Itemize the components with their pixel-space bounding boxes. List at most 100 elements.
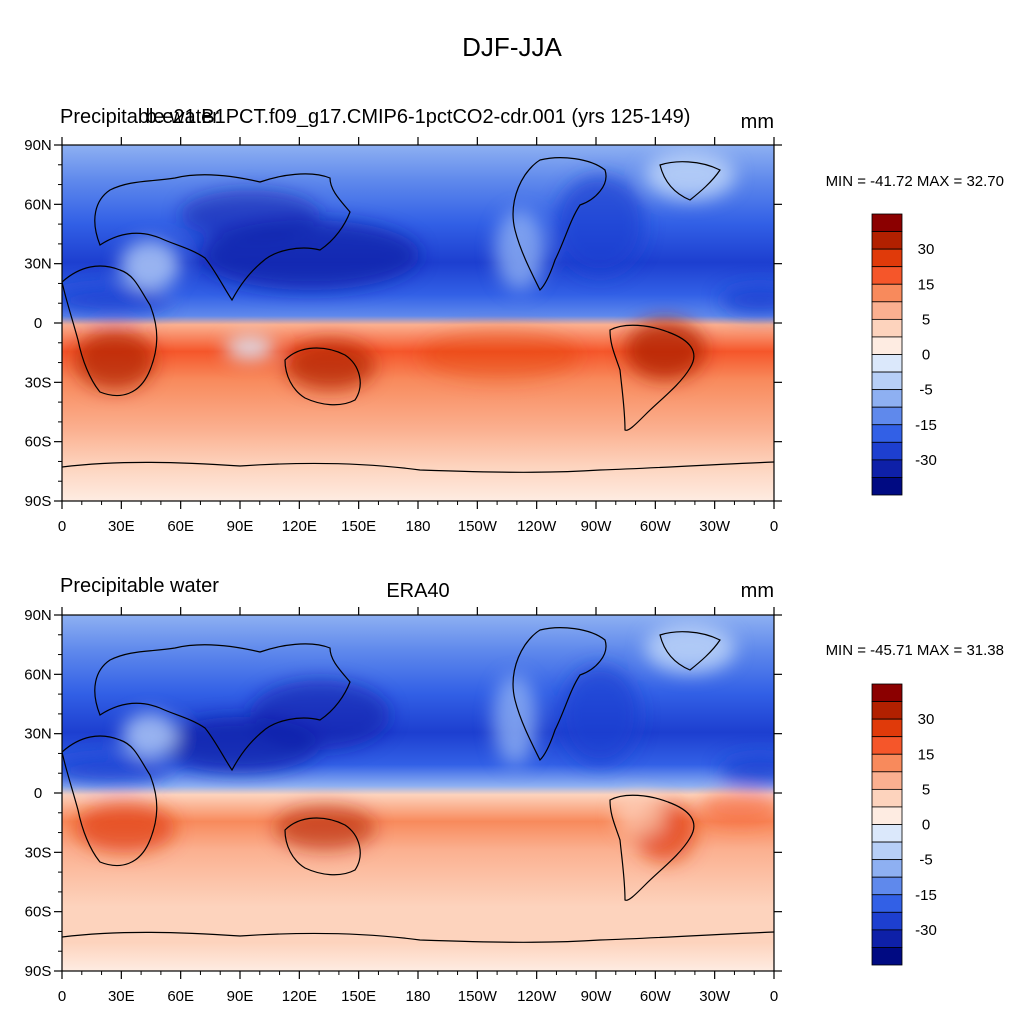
panel-top-field [62, 145, 774, 501]
y-tick-label: 60S [25, 434, 52, 451]
x-tick-label: 120W [517, 988, 557, 1005]
x-tick-label: 60W [640, 518, 672, 535]
x-tick-label: 120W [517, 518, 557, 535]
colorbar-box [871, 701, 903, 720]
colorbar-box [871, 894, 903, 913]
x-tick-label: 120E [282, 518, 317, 535]
colorbar-box [871, 947, 903, 966]
panel-top: Precipitable water b.e21.B1PCT.f09_g17.C… [24, 106, 1004, 535]
panel-bottom-coastlines [62, 627, 774, 943]
panel-top-axes: 0 30E 60E 90E 120E 150E 180 150W 120W 90W 60W 30W 09… [24, 137, 782, 535]
panel-bottom-left-title: Precipitable water [60, 575, 219, 597]
colorbar-box [871, 283, 903, 303]
x-tick-label: 0 [58, 518, 66, 535]
colorbar-box [871, 841, 903, 861]
y-tick-label: 30N [24, 726, 52, 743]
colorbar-box [871, 406, 903, 426]
colorbar-box [871, 459, 903, 478]
x-tick-label: 0 [770, 988, 778, 1005]
colorbar-box [871, 389, 903, 408]
panel-bottom-axes: 0 30E 60E 90E 120E 150E 180 150W 120W 90W 60W 30W 09… [24, 607, 782, 1005]
x-tick-label: 120E [282, 988, 317, 1005]
panel-top-center-title: b.e21.B1PCT.f09_g17.CMIP6-1pctCO2-cdr.00… [146, 106, 691, 128]
panel-bottom-colorbar: 30 15 5 0 -5 -15 -30 [871, 683, 937, 966]
panel-bottom: Precipitable water ERA40 mm [24, 575, 1004, 1005]
colorbar-label: -15 [915, 887, 937, 904]
y-tick-label: 30N [24, 256, 52, 273]
panel-top-stats: MIN = -41.72 MAX = 32.70 [826, 173, 1004, 190]
colorbar-box [871, 929, 903, 948]
panel-bottom-units: mm [741, 580, 774, 602]
colorbar-label: -5 [919, 852, 932, 869]
colorbar-label: 0 [922, 347, 930, 364]
colorbar-box [871, 683, 903, 702]
panel-top-colorbar: 30 15 5 0 -5 -15 -30 [871, 213, 937, 496]
colorbar-box [871, 213, 903, 232]
colorbar-box [871, 753, 903, 773]
colorbar-box [871, 824, 903, 843]
y-tick-label: 90N [24, 137, 52, 154]
colorbar-label: 30 [918, 711, 935, 728]
x-tick-label: 180 [405, 518, 430, 535]
colorbar-box [871, 806, 903, 825]
colorbar-box [871, 718, 903, 738]
colorbar-box [871, 859, 903, 878]
x-tick-label: 90W [581, 518, 613, 535]
colorbar-box [871, 354, 903, 373]
y-tick-label: 90S [25, 493, 52, 510]
x-tick-label: 60E [167, 518, 194, 535]
y-tick-label: 0 [34, 315, 42, 332]
colorbar-box [871, 788, 903, 808]
colorbar-label: 0 [922, 817, 930, 834]
x-tick-label: 60W [640, 988, 672, 1005]
colorbar-box [871, 301, 903, 320]
x-tick-label: 30E [108, 518, 135, 535]
colorbar-box [871, 911, 903, 931]
colorbar-label: 5 [922, 781, 930, 798]
x-tick-label: 150E [341, 988, 376, 1005]
x-tick-label: 0 [58, 988, 66, 1005]
colorbar-box [871, 248, 903, 268]
colorbar-box [871, 876, 903, 896]
panel-bottom-stats: MIN = -45.71 MAX = 31.38 [826, 642, 1004, 659]
x-tick-label: 150W [458, 518, 498, 535]
colorbar-label: -30 [915, 922, 937, 939]
colorbar-label: -30 [915, 452, 937, 469]
x-tick-label: 150E [341, 518, 376, 535]
colorbar-box [871, 441, 903, 461]
panel-top-left-title: Precipitable water [60, 106, 219, 128]
colorbar-box [871, 477, 903, 496]
y-tick-label: 0 [34, 785, 42, 802]
y-tick-label: 60N [24, 666, 52, 683]
colorbar-label: 30 [918, 241, 935, 258]
x-tick-label: 60E [167, 988, 194, 1005]
x-tick-label: 0 [770, 518, 778, 535]
y-tick-label: 30S [25, 374, 52, 391]
y-tick-label: 60N [24, 196, 52, 213]
x-tick-label: 180 [405, 988, 430, 1005]
x-tick-label: 30E [108, 988, 135, 1005]
colorbar-box [871, 736, 903, 755]
colorbar-box [871, 266, 903, 285]
colorbar-box [871, 318, 903, 338]
colorbar-label: 5 [922, 311, 930, 328]
y-tick-label: 90N [24, 607, 52, 624]
x-tick-label: 90E [227, 988, 254, 1005]
panel-top-units: mm [741, 111, 774, 133]
panel-bottom-field [62, 615, 774, 971]
colorbar-label: -15 [915, 417, 937, 434]
x-tick-label: 30W [699, 988, 731, 1005]
x-tick-label: 150W [458, 988, 498, 1005]
panel-top-coastlines [62, 157, 774, 473]
figure-title: DJF-JJA [462, 32, 562, 62]
colorbar-label: 15 [918, 276, 935, 293]
panel-bottom-center-title: ERA40 [386, 580, 449, 602]
colorbar-box [871, 371, 903, 391]
colorbar-box [871, 424, 903, 443]
colorbar-label: -5 [919, 382, 932, 399]
colorbar-box [871, 231, 903, 250]
colorbar-box [871, 336, 903, 355]
colorbar-box [871, 771, 903, 790]
x-tick-label: 90E [227, 518, 254, 535]
